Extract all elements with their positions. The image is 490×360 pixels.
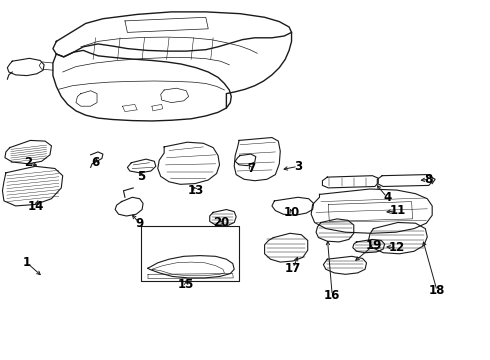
Text: 3: 3 [294, 160, 302, 173]
Text: 4: 4 [383, 191, 391, 204]
Text: 17: 17 [285, 262, 301, 275]
Text: 5: 5 [137, 170, 145, 183]
Text: 19: 19 [365, 239, 382, 252]
Text: 16: 16 [324, 289, 341, 302]
Text: 7: 7 [247, 162, 255, 175]
Text: 12: 12 [389, 241, 405, 254]
Text: 13: 13 [188, 184, 204, 197]
Text: 6: 6 [92, 156, 99, 169]
Text: 11: 11 [390, 204, 406, 217]
Text: 1: 1 [23, 256, 31, 269]
Text: 18: 18 [429, 284, 445, 297]
Text: 9: 9 [136, 217, 144, 230]
Text: 14: 14 [27, 201, 44, 213]
Text: 20: 20 [213, 216, 230, 229]
Text: 10: 10 [283, 206, 300, 219]
Text: 8: 8 [425, 173, 433, 186]
Text: 2: 2 [24, 156, 32, 169]
Text: 15: 15 [178, 278, 195, 291]
